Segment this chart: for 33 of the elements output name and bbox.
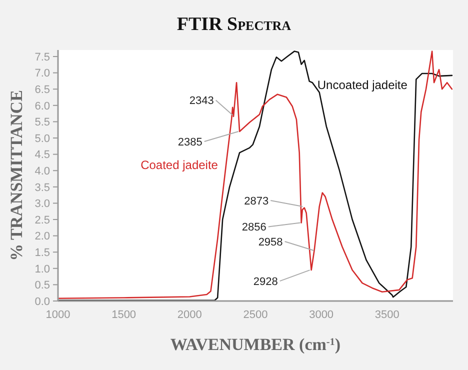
y-tick-label: 6.5 [34,84,50,96]
x-tick-label: 3500 [374,309,400,321]
y-tick-label: 4.0 [34,165,50,178]
annotation: 2385 [178,136,202,148]
y-tick-label: 7.0 [34,68,50,80]
x-axis-title: WAVENUMBER (cm$^{-1}$) [170,335,341,354]
y-tick-label: 7.5 [34,51,50,64]
x-tick-label: 2500 [243,309,268,321]
x-tick-label: 2000 [177,309,202,321]
chart-title: FTIR Spectra [176,14,292,35]
y-tick-label: 0.0 [34,296,50,308]
y-tick-label: 3.5 [34,182,50,194]
y-tick-label: 5.5 [34,116,50,129]
annotation: 2928 [253,276,278,288]
annotation: 2958 [258,236,283,248]
y-tick-label: 1.0 [34,263,50,276]
annotation: 2873 [244,195,269,208]
y-tick-label: 6.0 [34,100,50,112]
x-tick-label: 1000 [46,309,70,321]
annotation: 2856 [242,222,266,234]
y-tick-label: 1.5 [34,246,50,259]
y-tick-label: 4.5 [34,149,50,162]
y-tick-label: 2.5 [34,214,50,226]
x-tick-label: 1500 [112,309,136,321]
y-tick-label: 5.0 [34,132,50,145]
annotation: 2343 [189,95,214,108]
y-tick-label: 0.5 [34,280,50,292]
y-tick-label: 2.0 [34,230,50,243]
y-tick-label: 3.0 [34,198,50,210]
y-axis-title: % TRANSMITTANCE [7,90,26,261]
series-label: Uncoated jadeite [317,78,408,92]
series-label: Coated jadeite [140,158,218,172]
x-tick-label: 3000 [309,309,334,321]
